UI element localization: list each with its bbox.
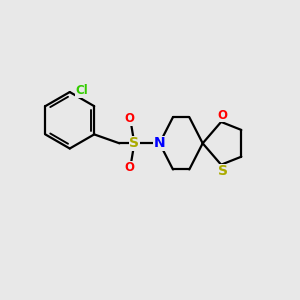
Text: O: O	[124, 161, 134, 174]
Text: Cl: Cl	[76, 84, 88, 97]
Text: O: O	[218, 109, 228, 122]
Text: S: S	[129, 136, 139, 150]
Text: O: O	[124, 112, 134, 125]
Text: S: S	[218, 164, 228, 178]
Text: N: N	[154, 136, 165, 150]
